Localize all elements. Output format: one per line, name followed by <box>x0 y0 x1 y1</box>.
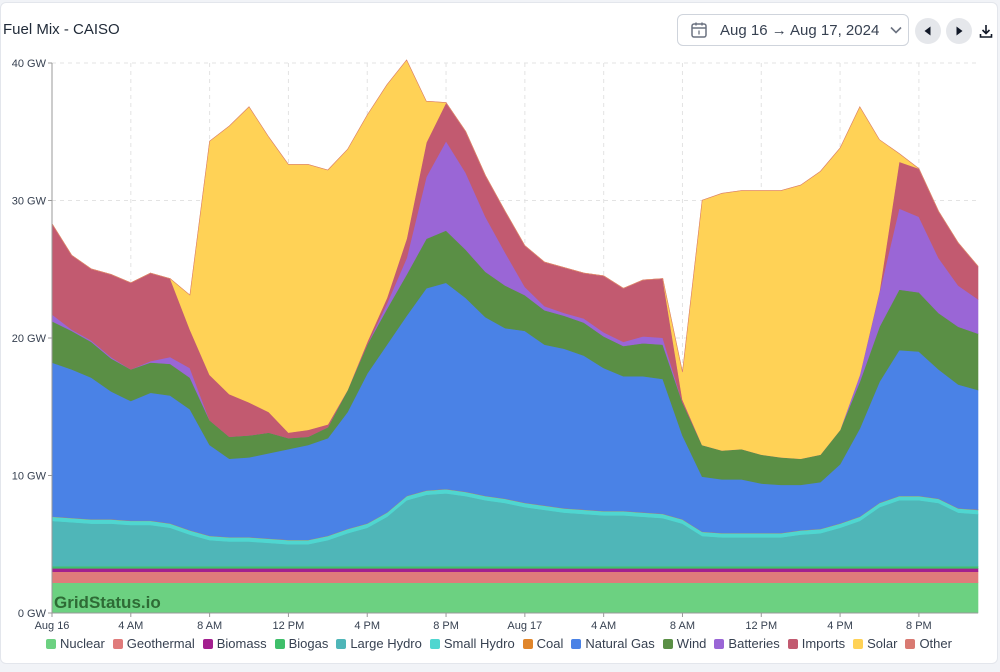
legend-label: Other <box>919 636 952 651</box>
x-tick-label: 8 AM <box>670 620 695 632</box>
x-tick-label: 8 AM <box>197 620 222 632</box>
x-tick-label: Aug 17 <box>507 620 542 632</box>
y-tick-label: 30 GW <box>12 196 47 208</box>
x-tick-label: 4 AM <box>591 620 616 632</box>
legend-item-imports[interactable]: Imports <box>787 636 846 651</box>
legend-swatch <box>853 638 864 649</box>
download-button[interactable] <box>978 23 994 39</box>
legend-swatch <box>522 638 533 649</box>
legend-label: Batteries <box>728 636 780 651</box>
y-tick-label: 10 GW <box>12 471 47 483</box>
legend-item-small-hydro[interactable]: Small Hydro <box>429 636 515 651</box>
chart-legend: Nuclear Geothermal Biomass Biogas Large Hydr… <box>46 636 960 651</box>
chart-title: Fuel Mix - CAISO <box>3 21 120 38</box>
date-range-picker[interactable]: Aug 16 → Aug 17, 2024 <box>677 14 909 46</box>
x-tick-label: 12 PM <box>273 620 305 632</box>
legend-label: Biomass <box>216 636 267 651</box>
legend-item-other[interactable]: Other <box>905 636 952 651</box>
legend-item-biomass[interactable]: Biomass <box>202 636 267 651</box>
date-range-label: Aug 16 → Aug 17, 2024 <box>720 21 880 39</box>
x-tick-label: 8 PM <box>906 620 932 632</box>
legend-item-solar[interactable]: Solar <box>853 636 897 651</box>
legend-label: Solar <box>867 636 898 651</box>
legend-item-biogas[interactable]: Biogas <box>274 636 329 651</box>
legend-item-wind[interactable]: Wind <box>662 636 707 651</box>
legend-label: Biogas <box>288 636 329 651</box>
legend-label: Large Hydro <box>350 636 422 651</box>
x-tick-label: Aug 16 <box>35 620 70 632</box>
gridstatus-watermark: GridStatus.io <box>54 593 161 612</box>
previous-range-button[interactable] <box>915 18 941 44</box>
area-other <box>51 59 979 373</box>
legend-item-large-hydro[interactable]: Large Hydro <box>336 636 422 651</box>
calendar-icon <box>690 21 708 39</box>
x-tick-label: 4 PM <box>827 620 853 632</box>
legend-label: Small Hydro <box>443 636 515 651</box>
x-tick-label: 4 PM <box>354 620 380 632</box>
legend-swatch <box>46 638 56 649</box>
legend-swatch <box>429 638 440 649</box>
legend-swatch <box>787 638 798 649</box>
legend-label: Natural Gas <box>585 636 655 651</box>
x-tick-label: 12 PM <box>745 620 777 632</box>
legend-item-coal[interactable]: Coal <box>522 636 564 651</box>
legend-swatch <box>905 638 916 649</box>
legend-label: Wind <box>676 636 707 651</box>
area-geothermal <box>51 571 979 584</box>
legend-label: Imports <box>801 636 846 651</box>
legend-label: Geothermal <box>126 636 195 651</box>
arrow-left-icon <box>924 26 931 36</box>
legend-swatch <box>274 638 285 649</box>
legend-swatch <box>202 638 213 649</box>
legend-swatch <box>112 638 123 649</box>
legend-item-nuclear[interactable]: Nuclear <box>46 636 105 651</box>
legend-item-natural-gas[interactable]: Natural Gas <box>571 636 655 651</box>
x-tick-label: 8 PM <box>433 620 459 632</box>
legend-swatch <box>571 638 582 649</box>
next-range-button[interactable] <box>946 18 972 44</box>
legend-label: Nuclear <box>60 636 105 651</box>
y-tick-label: 40 GW <box>12 58 47 70</box>
x-tick-label: 4 AM <box>118 620 143 632</box>
area-nuclear <box>51 582 979 614</box>
legend-label: Coal <box>536 636 564 651</box>
legend-item-batteries[interactable]: Batteries <box>714 636 780 651</box>
download-icon <box>979 25 993 38</box>
legend-swatch <box>336 638 347 649</box>
legend-item-geothermal[interactable]: Geothermal <box>112 636 195 651</box>
area-biogas <box>51 565 979 569</box>
area-biomass <box>51 568 979 573</box>
legend-swatch <box>714 638 725 649</box>
legend-swatch <box>662 638 673 649</box>
arrow-right-icon <box>956 26 963 36</box>
chevron-down-icon <box>889 23 903 37</box>
y-tick-label: 20 GW <box>12 333 47 345</box>
y-tick-label: 0 GW <box>18 608 47 620</box>
